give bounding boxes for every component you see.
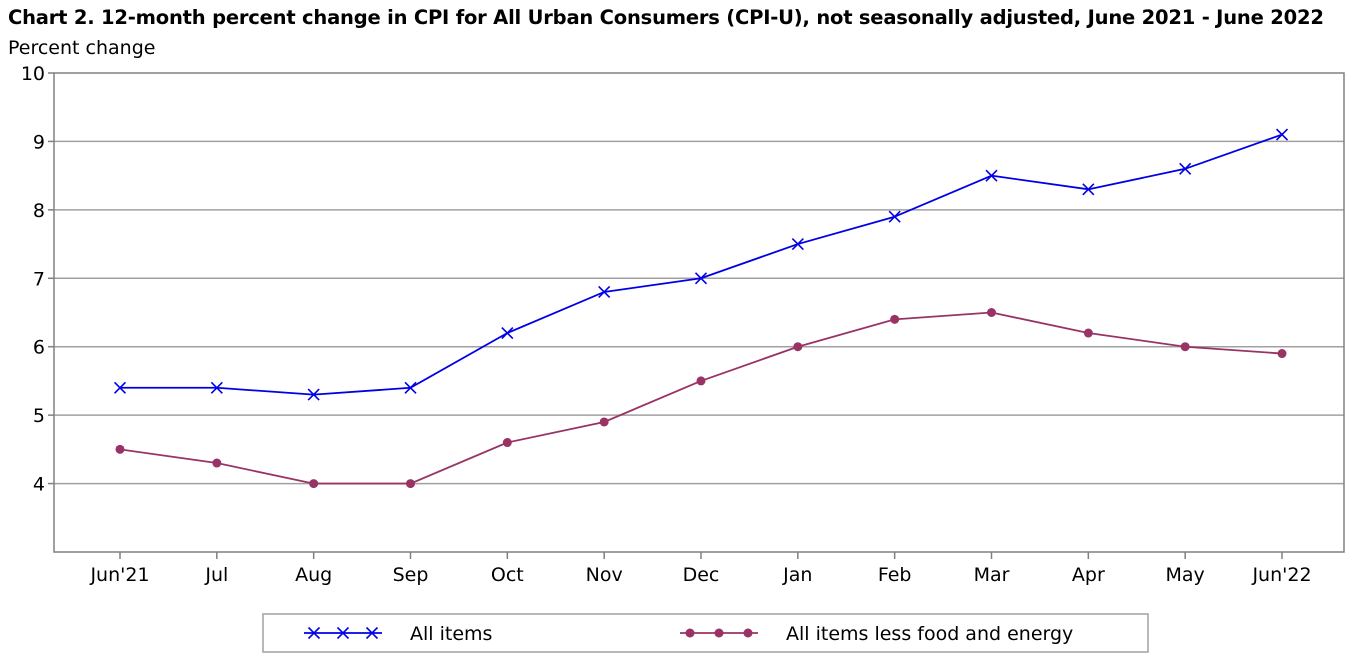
data-point [1180,342,1190,352]
data-point [406,479,415,489]
y-tick-label: 10 [21,63,45,85]
data-point [212,458,222,468]
data-point [791,238,804,251]
plot-area [53,72,1345,553]
gridlines [54,140,1344,485]
legend-item: All items less food and energy [680,623,1073,645]
data-point [696,376,706,386]
legend-item: All items [304,623,492,645]
x-tick-label: Oct [491,564,524,586]
data-point [1082,183,1095,196]
data-point [1275,128,1289,141]
data-point [987,308,996,317]
data-point [404,381,417,394]
legend-marker [365,626,379,640]
data-point [501,326,514,340]
data-point [1179,162,1192,175]
y-axis: 4 5 6 7 8 9 10 [21,63,54,496]
legend-label: All items less food and energy [786,623,1073,645]
data-point [307,388,320,401]
data-point [694,272,708,285]
legend-marker [307,626,321,640]
x-tick-label: Mar [974,564,1010,586]
legend-marker [714,628,724,638]
x-tick-label: Jan [782,564,812,586]
y-tick-label: 6 [33,337,45,359]
x-tick-label: Sep [393,564,429,586]
data-point [502,438,512,448]
y-tick-label: 8 [33,200,45,222]
legend: All items All items less food and energy [262,613,1149,653]
legend-marker [743,628,753,638]
data-point [888,210,901,223]
y-tick-label: 7 [33,268,45,290]
legend-marker [336,626,350,640]
x-tick-label: Dec [683,564,720,586]
x-tick-label: Feb [878,564,912,586]
data-point [113,381,127,394]
y-tick-label: 5 [33,405,45,427]
y-tick-label: 9 [33,131,45,153]
x-tick-label: May [1166,564,1205,586]
data-point [210,381,223,394]
data-point [309,479,319,489]
series-line [120,133,1283,396]
legend-marker [685,628,695,638]
data-point [1083,328,1093,338]
data-point [890,314,900,324]
data-point [1277,349,1287,359]
data-point [599,417,609,427]
series-all-items [113,128,1289,401]
data-point [793,342,803,352]
y-tick-label: 4 [33,474,45,496]
y-axis-label: Percent change [8,37,156,59]
x-tick-label: Apr [1072,564,1105,586]
legend-label: All items [410,623,492,645]
data-point [598,285,611,299]
data-point [985,169,998,182]
series-core [115,308,1287,489]
x-axis: Jun'21 Jul Aug Sep Oct Nov Dec Jan Feb Mar Apr May J… [89,552,1312,586]
series-line [119,311,1283,485]
x-tick-label: Aug [295,564,332,586]
chart-title: Chart 2. 12-month percent change in CPI … [8,6,1324,29]
data-point [115,444,125,454]
x-tick-label: Nov [586,564,623,586]
x-tick-label: Jun'22 [1251,564,1311,586]
series-group [113,128,1289,489]
x-tick-label: Jun'21 [89,564,149,586]
x-tick-label: Jul [204,564,228,586]
